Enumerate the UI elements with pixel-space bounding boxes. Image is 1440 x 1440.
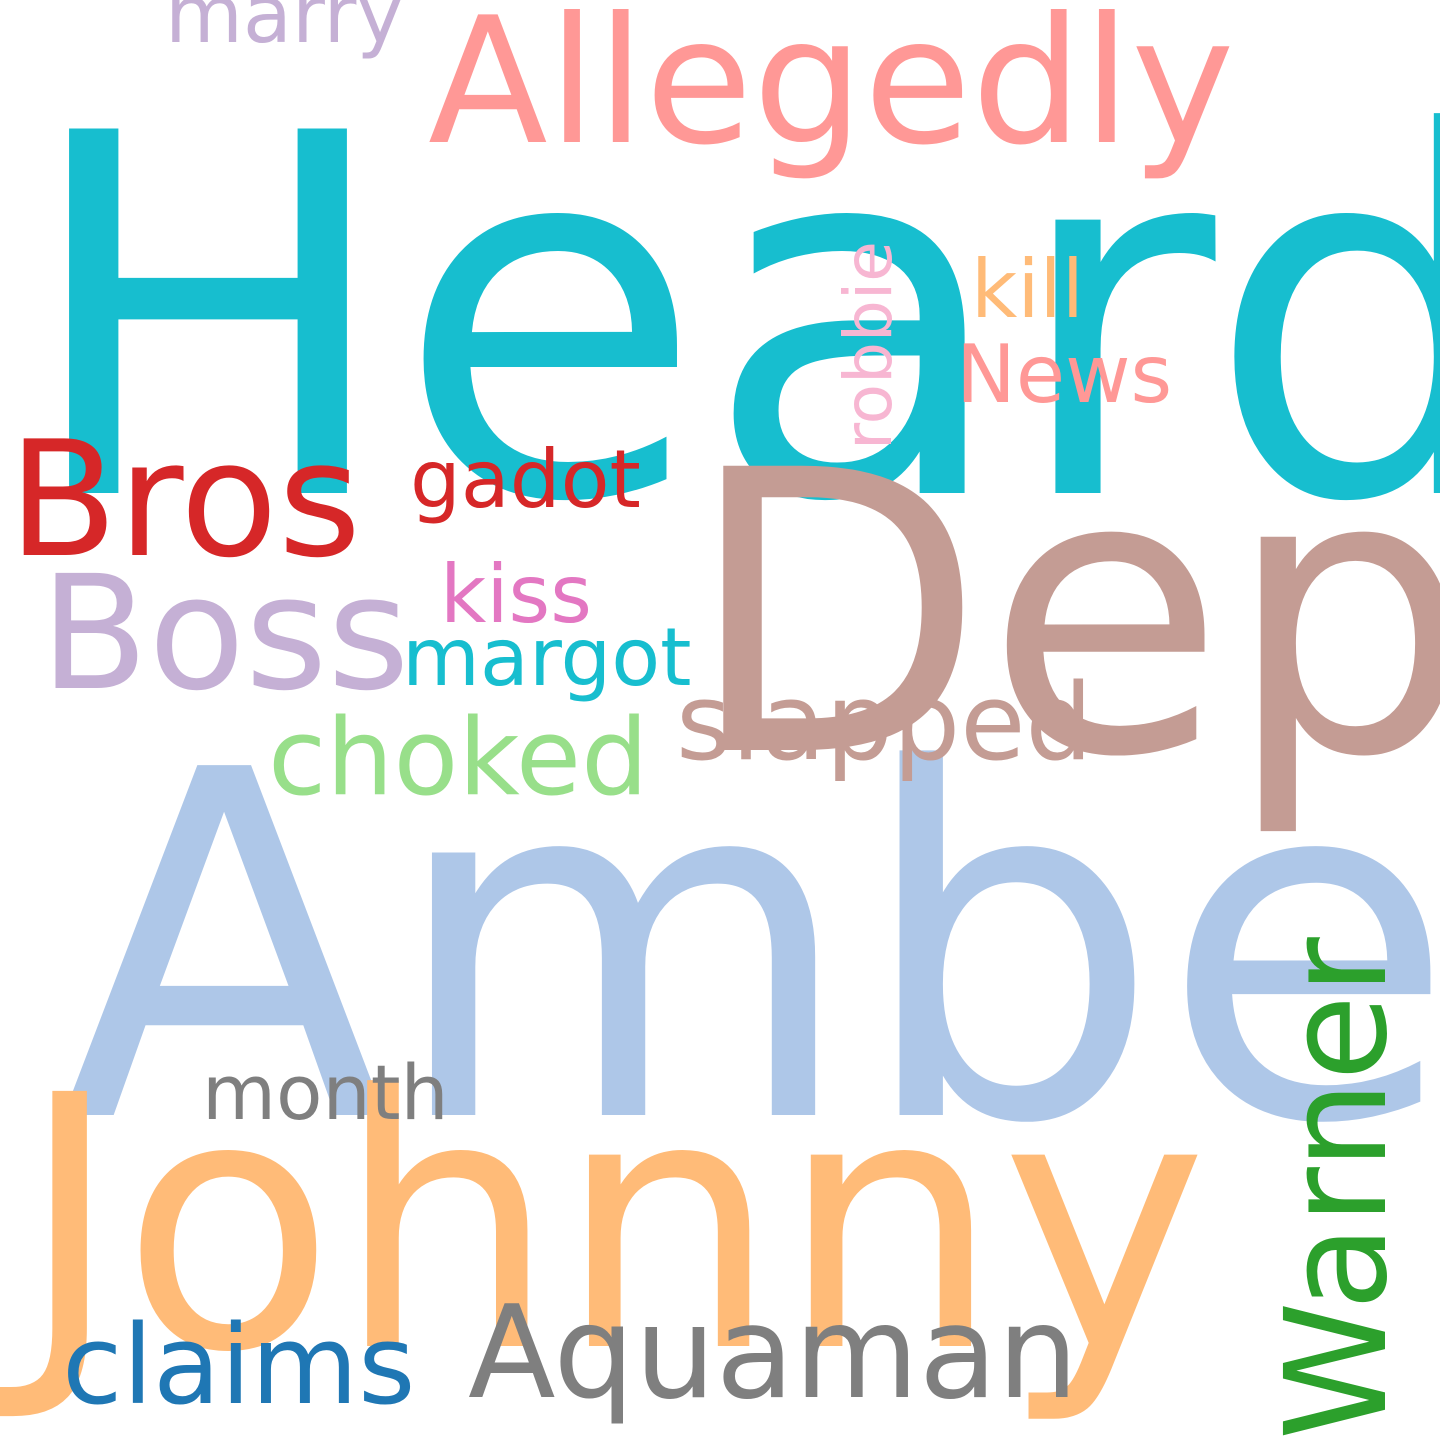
word-warner: Warner (1256, 937, 1419, 1440)
word-claims: claims (62, 1301, 416, 1429)
word-choked: choked (268, 696, 649, 819)
word-margot: margot (402, 611, 692, 704)
word-aquaman: Aquaman (468, 1279, 1079, 1428)
word-depp: Depp (685, 388, 1440, 842)
word-news: News (956, 328, 1173, 421)
word-amber: Amber (60, 670, 1440, 1229)
word-kill: kill (971, 243, 1085, 336)
word-gadot: gadot (410, 433, 641, 526)
word-boss: Boss (40, 542, 410, 726)
word-johnny: Johnny (18, 1021, 1208, 1429)
word-marry: marry (165, 0, 404, 61)
word-kiss: kiss (440, 548, 592, 641)
word-slapped: slapped (676, 661, 1093, 784)
word-allegedly: Allegedly (428, 0, 1235, 184)
word-heard: Heard (20, 29, 1440, 611)
word-bros: Bros (8, 406, 362, 593)
word-robbie: robbie (830, 241, 907, 450)
word-month: month (202, 1048, 449, 1137)
